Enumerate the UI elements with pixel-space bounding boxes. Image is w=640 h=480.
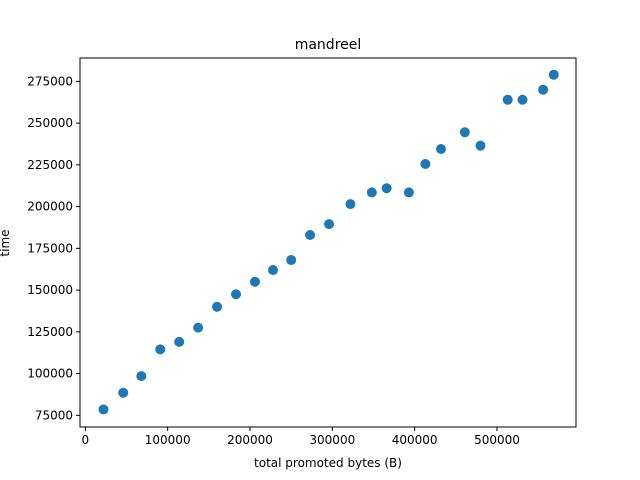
data-point-10 xyxy=(268,265,279,276)
data-point-21 xyxy=(475,140,486,151)
x-tick-label: 300000 xyxy=(309,433,355,447)
data-point-1 xyxy=(98,404,109,415)
data-point-25 xyxy=(548,69,559,80)
data-point-16 xyxy=(381,183,392,194)
data-point-11 xyxy=(286,255,297,266)
y-tick-label: 125000 xyxy=(27,325,73,339)
y-tick-label: 150000 xyxy=(27,283,73,297)
data-point-19 xyxy=(435,144,446,154)
data-point-20 xyxy=(459,127,470,138)
data-point-6 xyxy=(193,322,204,333)
data-point-17 xyxy=(403,187,414,198)
y-tick-label: 275000 xyxy=(27,74,73,88)
x-tick-label: 400000 xyxy=(392,433,438,447)
data-points xyxy=(98,69,559,415)
plot-frame xyxy=(79,57,577,428)
axis-ticks: 0 100000 200000 300000 400000 500000 75000 1000… xyxy=(27,74,520,447)
y-tick-label: 225000 xyxy=(27,158,73,172)
data-point-3 xyxy=(136,371,147,382)
x-tick-label: 200000 xyxy=(227,433,273,447)
data-point-8 xyxy=(231,289,241,300)
data-point-15 xyxy=(366,187,377,198)
data-point-22 xyxy=(502,94,513,105)
y-tick-label: 100000 xyxy=(27,367,73,381)
data-point-14 xyxy=(345,199,356,210)
chart-title: mandreel xyxy=(295,37,362,53)
data-point-2 xyxy=(118,387,129,398)
data-point-5 xyxy=(174,336,185,347)
x-axis-label: total promoted bytes (B) xyxy=(254,456,402,470)
x-tick-label: 0 xyxy=(82,433,90,447)
y-axis-label: time xyxy=(0,229,12,256)
data-point-23 xyxy=(517,94,528,105)
data-point-7 xyxy=(212,301,223,312)
data-point-9 xyxy=(249,276,260,287)
data-point-24 xyxy=(538,84,549,95)
data-point-12 xyxy=(305,229,316,240)
x-tick-label: 100000 xyxy=(145,433,191,447)
data-point-13 xyxy=(324,219,335,230)
data-point-18 xyxy=(420,159,431,170)
x-tick-label: 500000 xyxy=(474,433,520,447)
y-tick-label: 175000 xyxy=(27,241,73,255)
y-tick-label: 200000 xyxy=(27,200,73,214)
data-point-4 xyxy=(155,344,166,355)
y-tick-label: 75000 xyxy=(35,408,73,422)
y-tick-label: 250000 xyxy=(27,116,73,130)
